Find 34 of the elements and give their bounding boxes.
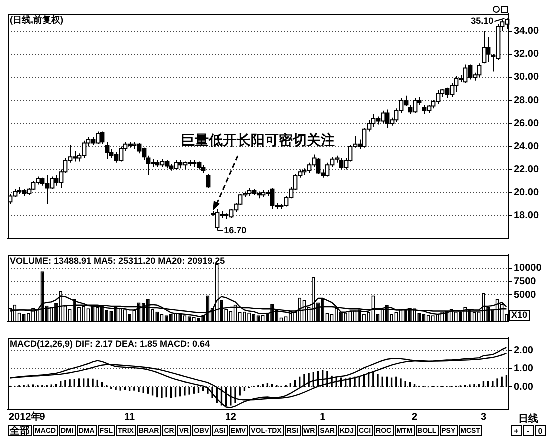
text: X10 [512, 310, 528, 320]
x-tick-label: 2 [412, 412, 418, 423]
x-tick-label: 12 [225, 412, 237, 423]
y-tick-label: 26.00 [514, 118, 540, 130]
y-tick-label: 2.00 [514, 346, 534, 357]
y-tick-label: 34.00 [514, 26, 540, 38]
y-tick-label: 10000 [514, 263, 542, 274]
text: 2012年 [9, 410, 42, 423]
y-tick-label: 28.00 [514, 95, 540, 106]
y-tick-label: 7500 [514, 276, 537, 288]
chart-title: VOLUME: 13488.91 MA5: 25311.20 MA20: 20919.25 [10, 256, 226, 266]
toolbar-button: - [523, 425, 534, 436]
toolbar-button: + [511, 425, 522, 436]
y-tick-label: 18.00 [514, 210, 540, 222]
annotation: 巨量低开长阳可密切关注 [181, 132, 335, 148]
y-tick-label: 5000 [514, 290, 537, 301]
chart-title: (日线,前复权) [10, 14, 64, 25]
x-tick-label: 11 [124, 412, 136, 423]
y-tick-label: 32.00 [514, 49, 540, 60]
chart-title: MACD(12,26,9) DIF: 2.17 DEA: 1.85 MACD: 0.64 [10, 338, 210, 349]
y-tick-label: 22.00 [514, 164, 540, 176]
y-tick-label: 30.00 [514, 72, 540, 84]
toolbar-button: 全部 [8, 425, 32, 436]
y-tick-label: 1.00 [514, 364, 534, 375]
x-tick-label: 9 [40, 412, 46, 423]
text: 日线 [518, 412, 540, 426]
y-tick-label: 0.00 [514, 382, 534, 393]
x-tick-label: 3 [480, 412, 487, 423]
annotation: 35.10 [471, 16, 494, 26]
y-tick-label: 20.00 [514, 188, 540, 199]
x-tick-label: 1 [320, 412, 326, 423]
y-tick-label: 24.00 [514, 141, 540, 152]
toolbar-button: 0 [535, 425, 546, 436]
annotation: 16.70 [224, 225, 247, 236]
